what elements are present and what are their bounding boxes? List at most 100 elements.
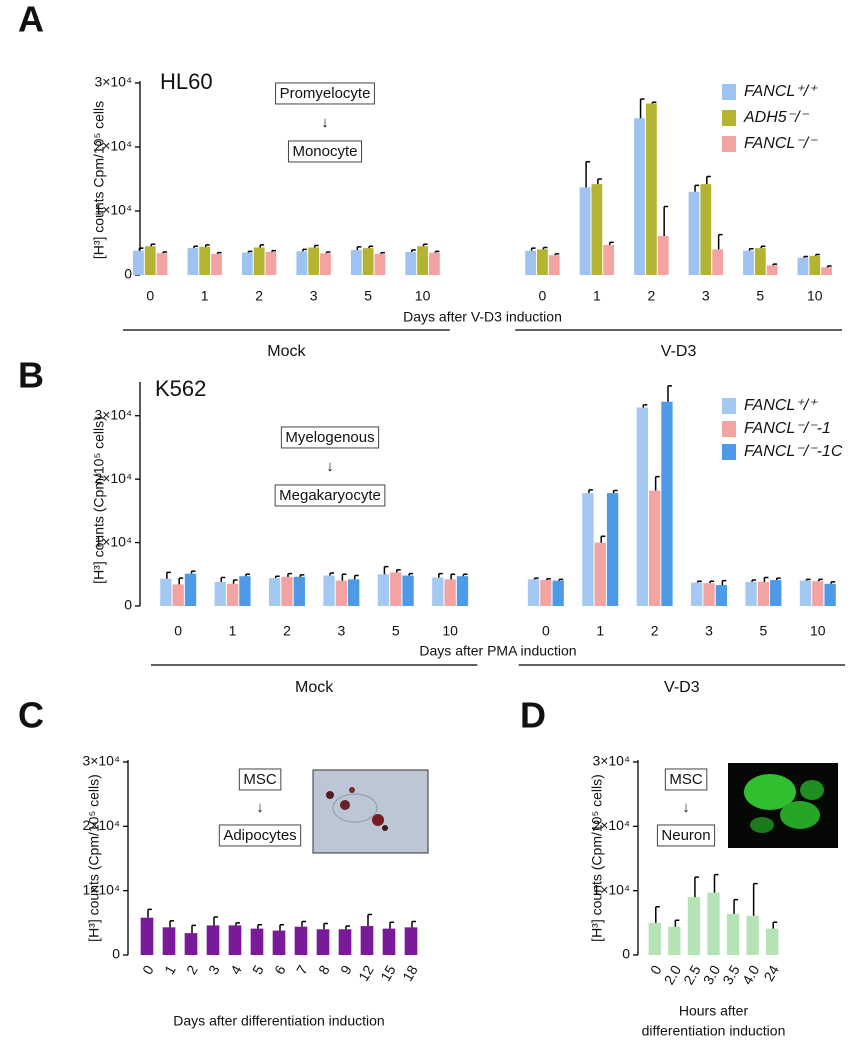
- y-tick-label: 0: [124, 266, 132, 282]
- error-bar: [462, 573, 468, 577]
- error-bar: [166, 571, 171, 579]
- bar: [688, 191, 700, 275]
- bar: [140, 917, 154, 955]
- y-tick-label: 1×10⁴: [82, 881, 120, 897]
- error-bar: [380, 251, 385, 254]
- bar: [703, 583, 715, 606]
- bar: [525, 250, 537, 275]
- error-bar: [663, 205, 669, 236]
- bar: [335, 580, 348, 606]
- error-bar: [204, 244, 210, 247]
- bar: [444, 579, 456, 606]
- legend-swatch: [722, 444, 736, 460]
- error-bar: [178, 577, 184, 585]
- bar: [770, 579, 782, 606]
- y-axis-label: [H³] counts (Cpm/10⁵ cells): [589, 774, 605, 942]
- x-axis-label: differentiation induction: [642, 1023, 786, 1039]
- error-bar: [706, 175, 711, 185]
- bar: [645, 103, 657, 275]
- bar: [294, 926, 308, 955]
- bar: [362, 248, 374, 275]
- bar: [540, 579, 552, 606]
- x-axis-label: Days after PMA induction: [419, 643, 576, 659]
- bar: [250, 928, 264, 955]
- error-bar: [751, 579, 757, 582]
- bar: [211, 253, 222, 275]
- error-bar: [325, 251, 331, 254]
- error-bar: [329, 572, 335, 576]
- group-label: Mock: [295, 679, 334, 696]
- x-tick-label: 9: [337, 962, 355, 977]
- y-tick-label: 2×10⁴: [94, 138, 132, 154]
- group-label: Mock: [267, 343, 306, 360]
- panel: B K562 0 1×10⁴ 2×10⁴ 3×10⁴[H³] counts (Cpm/10…: [18, 355, 845, 696]
- error-bar: [772, 263, 778, 266]
- bar: [133, 250, 144, 275]
- x-tick-label: 0: [542, 623, 550, 639]
- x-tick-label: 10: [807, 288, 823, 304]
- x-tick-label: 0: [139, 962, 157, 977]
- x-axis-label: Days after differentiation induction: [173, 1013, 384, 1029]
- error-bar: [818, 578, 823, 582]
- x-tick-label: 7: [293, 962, 311, 977]
- error-bar: [612, 489, 618, 494]
- bar: [745, 581, 757, 606]
- annotation: Adipocytes: [223, 827, 296, 844]
- x-tick-label: 0: [174, 623, 182, 639]
- y-tick-label: 3×10⁴: [94, 406, 132, 422]
- error-bar: [546, 577, 551, 580]
- error-bar: [422, 243, 428, 247]
- error-bar: [721, 579, 727, 586]
- bar: [766, 265, 778, 275]
- error-bar: [830, 581, 836, 584]
- bar: [746, 915, 759, 955]
- x-tick-label: 10: [810, 623, 826, 639]
- bar: [754, 248, 766, 275]
- x-tick-label: 5: [392, 623, 400, 639]
- y-axis-label: [H³] counts (Cpm/10⁵ cells): [91, 416, 107, 584]
- adipocyte-image: [312, 769, 429, 854]
- error-bar: [826, 265, 832, 268]
- bar: [253, 247, 265, 275]
- bar: [766, 928, 779, 955]
- bar: [417, 246, 428, 275]
- y-tick-label: 3×10⁴: [592, 753, 630, 769]
- x-tick-label: 1: [161, 962, 179, 977]
- panel-letter: B: [18, 355, 44, 396]
- error-bar: [600, 535, 606, 543]
- error-bar: [667, 385, 672, 402]
- annotation-box: [280, 426, 380, 449]
- y-tick-label: 1×10⁴: [94, 533, 132, 549]
- bar: [184, 573, 197, 606]
- error-bar: [411, 920, 416, 928]
- error-bar: [748, 248, 754, 251]
- bar: [797, 257, 809, 275]
- bar: [668, 926, 681, 955]
- bar: [648, 922, 661, 955]
- bar: [603, 244, 615, 275]
- error-bar: [299, 574, 305, 577]
- bar: [172, 584, 184, 606]
- error-bar: [696, 580, 702, 583]
- cell-line-label: HL60: [160, 69, 213, 94]
- y-tick-label: 2×10⁴: [82, 817, 120, 833]
- bar: [377, 574, 390, 606]
- y-tick-label: 1×10⁴: [94, 202, 132, 218]
- error-bar: [274, 575, 280, 579]
- y-tick-label: 3×10⁴: [94, 74, 132, 90]
- x-tick-label: 3: [705, 623, 713, 639]
- x-tick-label: 2: [255, 288, 263, 304]
- error-bar: [193, 245, 198, 249]
- legend-swatch: [722, 136, 736, 152]
- legend-label: ADH5⁻/⁻: [743, 109, 810, 126]
- x-tick-label: 3: [702, 288, 710, 304]
- error-bar: [138, 247, 144, 251]
- bar: [144, 246, 156, 275]
- group-label: V-D3: [664, 679, 700, 696]
- bar: [239, 576, 251, 606]
- error-bar: [150, 243, 156, 247]
- bar: [634, 118, 645, 275]
- error-bar: [190, 570, 196, 574]
- error-bar: [655, 906, 660, 923]
- bar: [636, 407, 648, 606]
